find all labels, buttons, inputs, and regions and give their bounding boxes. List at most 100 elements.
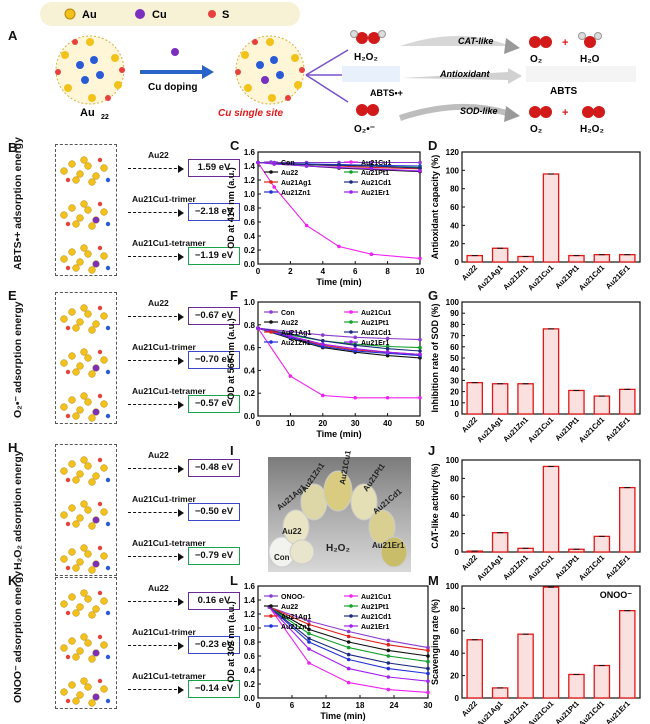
cluster-structures-box bbox=[55, 292, 117, 424]
data-point bbox=[418, 352, 422, 357]
y-axis-label: Antioxidant capacity (%) bbox=[430, 155, 440, 260]
y-tick-label: 0.0 bbox=[244, 260, 256, 269]
data-point bbox=[418, 256, 422, 261]
cluster-structure-icon bbox=[60, 392, 111, 422]
x-tick-label: 18 bbox=[356, 701, 365, 710]
y-tick-label: 0.6 bbox=[244, 218, 256, 227]
legend-marker bbox=[269, 624, 273, 628]
data-point bbox=[307, 627, 311, 632]
energy-value-box: 1.59 eV bbox=[188, 159, 240, 177]
x-tick-label: 20 bbox=[318, 419, 327, 428]
bar bbox=[542, 173, 560, 263]
x-tick-label: 24 bbox=[390, 701, 399, 710]
data-point bbox=[346, 680, 351, 685]
x-category-label: Au21Zn1 bbox=[501, 263, 530, 292]
legend-label: Au21Zn1 bbox=[281, 340, 311, 347]
structure-label: Au21Cu1-tetramer bbox=[132, 671, 206, 681]
data-point bbox=[386, 687, 391, 692]
x-category-label: Au21Er1 bbox=[604, 415, 632, 443]
legend-label: Au21Cu1 bbox=[361, 594, 391, 601]
legend-marker bbox=[349, 330, 353, 334]
au22-label: Au bbox=[80, 107, 95, 119]
energy-value-box: 0.16 eV bbox=[188, 592, 240, 610]
x-category-label: Au21Cu1 bbox=[526, 699, 555, 724]
bar bbox=[517, 383, 534, 415]
y-tick-label: 1.0 bbox=[244, 624, 256, 633]
tube-label: Con bbox=[274, 553, 290, 562]
panel-label-a: A bbox=[8, 28, 18, 43]
bar bbox=[619, 388, 636, 415]
y-tick-label: 120 bbox=[446, 148, 460, 157]
tube-label: Au21Er1 bbox=[372, 541, 405, 550]
structure-label: Au21Cu1-trimer bbox=[132, 194, 196, 204]
y-tick-label: 0.0 bbox=[244, 412, 256, 421]
panel-label-i: I bbox=[230, 443, 234, 458]
y-tick-label: 0.6 bbox=[244, 344, 256, 353]
x-category-label: Au22 bbox=[460, 263, 479, 282]
data-point bbox=[307, 622, 311, 627]
x-tick-label: 2 bbox=[288, 267, 293, 276]
structure-label: Au22 bbox=[148, 450, 169, 460]
legend-marker bbox=[269, 594, 273, 598]
data-point bbox=[385, 346, 390, 351]
data-point bbox=[321, 333, 325, 337]
y-tick-label: 80 bbox=[450, 185, 459, 194]
x-category-label: Au21Ag1 bbox=[475, 699, 504, 724]
legend-label: Con bbox=[281, 310, 295, 317]
s-dot-icon bbox=[208, 10, 216, 18]
x-category-label: Au22 bbox=[460, 699, 479, 718]
y-tick-label: 10 bbox=[450, 399, 459, 408]
dashed-arrow-icon bbox=[128, 641, 184, 650]
y-tick-label: 30 bbox=[450, 376, 459, 385]
au-legend-label: Au bbox=[82, 9, 97, 21]
y-tick-label: 80 bbox=[450, 474, 459, 483]
data-point bbox=[386, 648, 391, 653]
legend-marker bbox=[349, 320, 353, 324]
abts-label: ABTS bbox=[550, 86, 578, 97]
data-point bbox=[256, 326, 260, 331]
y-tick-label: 70 bbox=[450, 332, 459, 341]
x-category-label: Au21Er1 bbox=[604, 699, 632, 724]
energy-value-box: −0.70 eV bbox=[188, 351, 240, 369]
panel-label-j: J bbox=[428, 443, 436, 458]
atom-legend: Au Cu S bbox=[40, 2, 300, 26]
bar bbox=[593, 395, 611, 415]
cluster-structure-icon bbox=[60, 244, 111, 274]
series-line bbox=[257, 327, 420, 399]
data-point bbox=[386, 638, 391, 643]
x-tick-label: 6 bbox=[290, 701, 295, 710]
y-tick-label: 20 bbox=[450, 388, 459, 397]
data-point bbox=[386, 661, 391, 665]
legend-label: Au21Cd1 bbox=[361, 614, 391, 621]
cluster-structure-icon bbox=[60, 156, 111, 186]
data-point bbox=[337, 244, 341, 249]
legend-marker bbox=[269, 330, 273, 334]
panel-label-b: B bbox=[8, 140, 18, 155]
series-line bbox=[257, 327, 421, 341]
data-point bbox=[346, 629, 351, 634]
y-tick-label: 0.8 bbox=[244, 638, 256, 647]
dashed-arrow-icon bbox=[128, 356, 184, 365]
x-tick-label: 10 bbox=[286, 419, 295, 428]
legend-marker bbox=[269, 170, 273, 174]
data-point bbox=[426, 659, 430, 664]
data-point bbox=[304, 223, 309, 228]
y-tick-label: 0 bbox=[455, 694, 460, 703]
legend-marker bbox=[349, 604, 353, 608]
x-category-label: Au21Zn1 bbox=[501, 553, 530, 582]
bar bbox=[542, 586, 560, 699]
structure-label: Au22 bbox=[148, 298, 169, 308]
data-point bbox=[272, 185, 277, 189]
data-point bbox=[353, 346, 358, 351]
y-tick-label: 0.0 bbox=[244, 694, 256, 703]
bar bbox=[542, 465, 560, 553]
legend-label: Au22 bbox=[281, 604, 298, 611]
data-point bbox=[385, 395, 390, 400]
legend-label: Au21Pt1 bbox=[361, 170, 389, 177]
legend-label: Au21Pt1 bbox=[361, 320, 389, 327]
x-category-label: Au21Cd1 bbox=[577, 415, 606, 444]
y-axis-label: OD at 560 nm (a.u.) bbox=[226, 318, 236, 400]
panel-label-d: D bbox=[428, 138, 438, 153]
data-point bbox=[369, 160, 374, 165]
